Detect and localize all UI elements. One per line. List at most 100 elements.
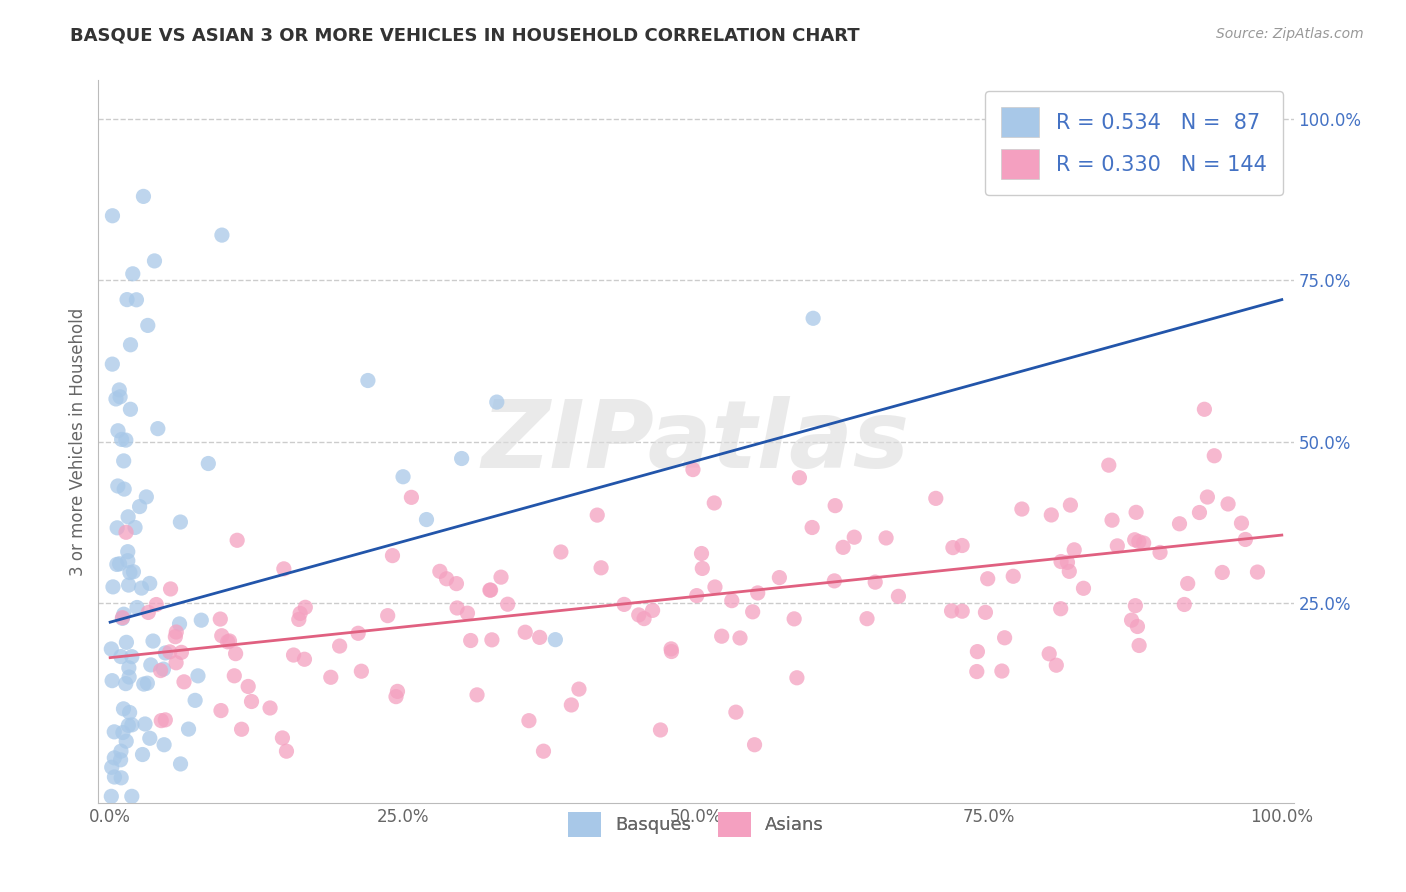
Point xyxy=(1194,402,1216,417)
Point xyxy=(112,702,135,716)
Point xyxy=(1204,449,1226,463)
Point xyxy=(108,390,131,404)
Point xyxy=(460,633,482,648)
Point xyxy=(1073,582,1095,596)
Point xyxy=(586,508,609,522)
Point xyxy=(108,383,131,397)
Point xyxy=(125,293,148,307)
Point xyxy=(1132,536,1154,550)
Point xyxy=(104,392,127,406)
Point xyxy=(159,582,181,596)
Point xyxy=(165,656,187,670)
Point xyxy=(136,606,159,620)
Point xyxy=(121,718,143,732)
Point xyxy=(110,744,132,758)
Point xyxy=(115,293,138,307)
Point xyxy=(744,738,766,752)
Point xyxy=(844,530,866,544)
Point xyxy=(1040,508,1063,522)
Point xyxy=(211,228,233,243)
Point xyxy=(682,462,704,476)
Point xyxy=(132,189,155,203)
Point xyxy=(159,645,181,659)
Point xyxy=(450,451,472,466)
Point xyxy=(112,482,135,496)
Point xyxy=(145,598,167,612)
Point xyxy=(111,725,134,739)
Point xyxy=(110,649,132,664)
Point xyxy=(134,717,156,731)
Point xyxy=(1168,516,1191,531)
Point xyxy=(1230,516,1253,531)
Point xyxy=(710,629,733,643)
Point xyxy=(211,629,233,643)
Point xyxy=(966,645,988,659)
Point xyxy=(347,626,370,640)
Point xyxy=(357,374,380,388)
Point xyxy=(184,693,207,707)
Point xyxy=(925,491,948,506)
Point xyxy=(103,724,125,739)
Point xyxy=(942,541,965,555)
Point xyxy=(155,646,177,660)
Point xyxy=(114,433,136,447)
Point xyxy=(273,562,295,576)
Point xyxy=(703,580,725,594)
Point xyxy=(387,684,409,698)
Point xyxy=(1011,502,1033,516)
Legend: Basques, Asians: Basques, Asians xyxy=(561,805,831,845)
Point xyxy=(231,723,253,737)
Point xyxy=(1059,498,1081,512)
Point xyxy=(177,722,200,736)
Point xyxy=(401,491,423,505)
Point xyxy=(271,731,294,745)
Point xyxy=(169,515,191,529)
Point xyxy=(197,457,219,471)
Point xyxy=(101,580,124,594)
Point xyxy=(103,770,125,784)
Point xyxy=(720,593,742,607)
Point xyxy=(120,338,142,352)
Point xyxy=(259,701,281,715)
Point xyxy=(294,652,316,666)
Point xyxy=(101,357,124,371)
Point xyxy=(218,634,240,648)
Point xyxy=(121,267,143,281)
Point xyxy=(100,789,122,804)
Point xyxy=(118,706,141,720)
Point xyxy=(190,613,212,627)
Point xyxy=(128,500,150,514)
Point xyxy=(136,676,159,690)
Point xyxy=(1121,613,1143,627)
Point xyxy=(288,607,311,621)
Point xyxy=(217,635,239,649)
Point xyxy=(111,610,134,624)
Point xyxy=(107,479,129,493)
Point xyxy=(515,625,537,640)
Point xyxy=(153,738,176,752)
Point xyxy=(117,578,139,592)
Point xyxy=(690,547,713,561)
Point xyxy=(385,690,408,704)
Point xyxy=(456,606,478,620)
Point xyxy=(224,669,246,683)
Point xyxy=(446,601,468,615)
Point xyxy=(170,645,193,659)
Point xyxy=(560,698,582,712)
Text: BASQUE VS ASIAN 3 OR MORE VEHICLES IN HOUSEHOLD CORRELATION CHART: BASQUE VS ASIAN 3 OR MORE VEHICLES IN HO… xyxy=(70,27,860,45)
Point xyxy=(863,575,886,590)
Point xyxy=(415,512,437,526)
Point xyxy=(101,209,124,223)
Point xyxy=(103,751,125,765)
Point xyxy=(1188,506,1211,520)
Point xyxy=(1128,534,1150,549)
Point xyxy=(568,682,591,697)
Point xyxy=(741,605,763,619)
Point xyxy=(112,607,135,622)
Point xyxy=(496,597,519,611)
Point xyxy=(1107,539,1129,553)
Point xyxy=(1002,569,1025,583)
Point xyxy=(139,657,162,672)
Point xyxy=(1045,658,1067,673)
Point xyxy=(283,648,305,662)
